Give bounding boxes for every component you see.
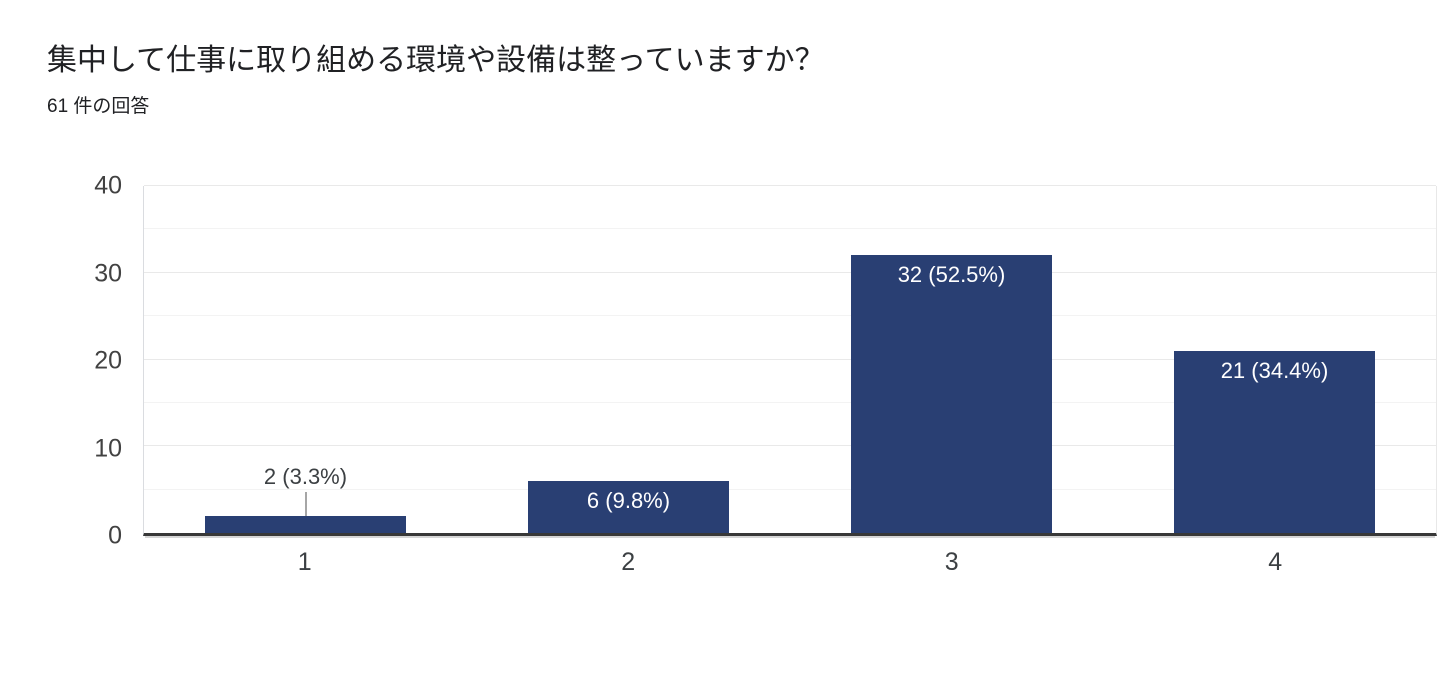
bar-value-label-1: 2 (3.3%) [263,463,348,489]
bar-slot-1: 2 (3.3%) [144,186,467,533]
bar-slot-4: 21 (34.4%) [1113,186,1436,533]
bar-value-label-2: 6 (9.8%) [586,487,671,513]
x-axis-tick-label-2: 2 [621,548,636,576]
bar-category-4[interactable]: 21 (34.4%) [1173,350,1376,533]
bar-value-label-3: 32 (52.5%) [897,262,1006,288]
y-axis-tick-label-20: 20 [94,346,122,375]
x-axis-labels: 1 2 3 4 [143,547,1437,577]
x-axis-tick-label-4: 4 [1268,548,1283,576]
question-title: 集中して仕事に取り組める環境や設備は整っていますか？ [47,44,825,77]
bar-category-2[interactable]: 6 (9.8%) [527,480,730,533]
y-axis-labels: 0 10 20 30 40 [0,173,122,548]
response-count: 61 件の回答 [47,96,150,117]
y-axis-tick-label-10: 10 [94,434,122,462]
label-connector-line [304,491,307,516]
bar-slot-3: 32 (52.5%) [790,186,1113,533]
y-axis-tick-label-30: 30 [94,259,122,287]
y-axis-tick-label-0: 0 [108,521,122,550]
bar-value-label-4: 21 (34.4%) [1220,357,1329,383]
x-axis-tick-label-3: 3 [944,548,959,576]
bar-slot-2: 6 (9.8%) [467,186,790,533]
plot-area: 2 (3.3%) 6 (9.8%) 32 (52.5%) 21 (34.4%) [143,185,1437,536]
x-axis-tick-label-1: 1 [297,548,312,576]
bar-category-1[interactable] [204,515,407,533]
bar-category-3[interactable]: 32 (52.5%) [850,255,1053,533]
y-axis-tick-label-40: 40 [94,171,122,200]
bars-row: 2 (3.3%) 6 (9.8%) 32 (52.5%) 21 (34.4%) [144,186,1436,533]
